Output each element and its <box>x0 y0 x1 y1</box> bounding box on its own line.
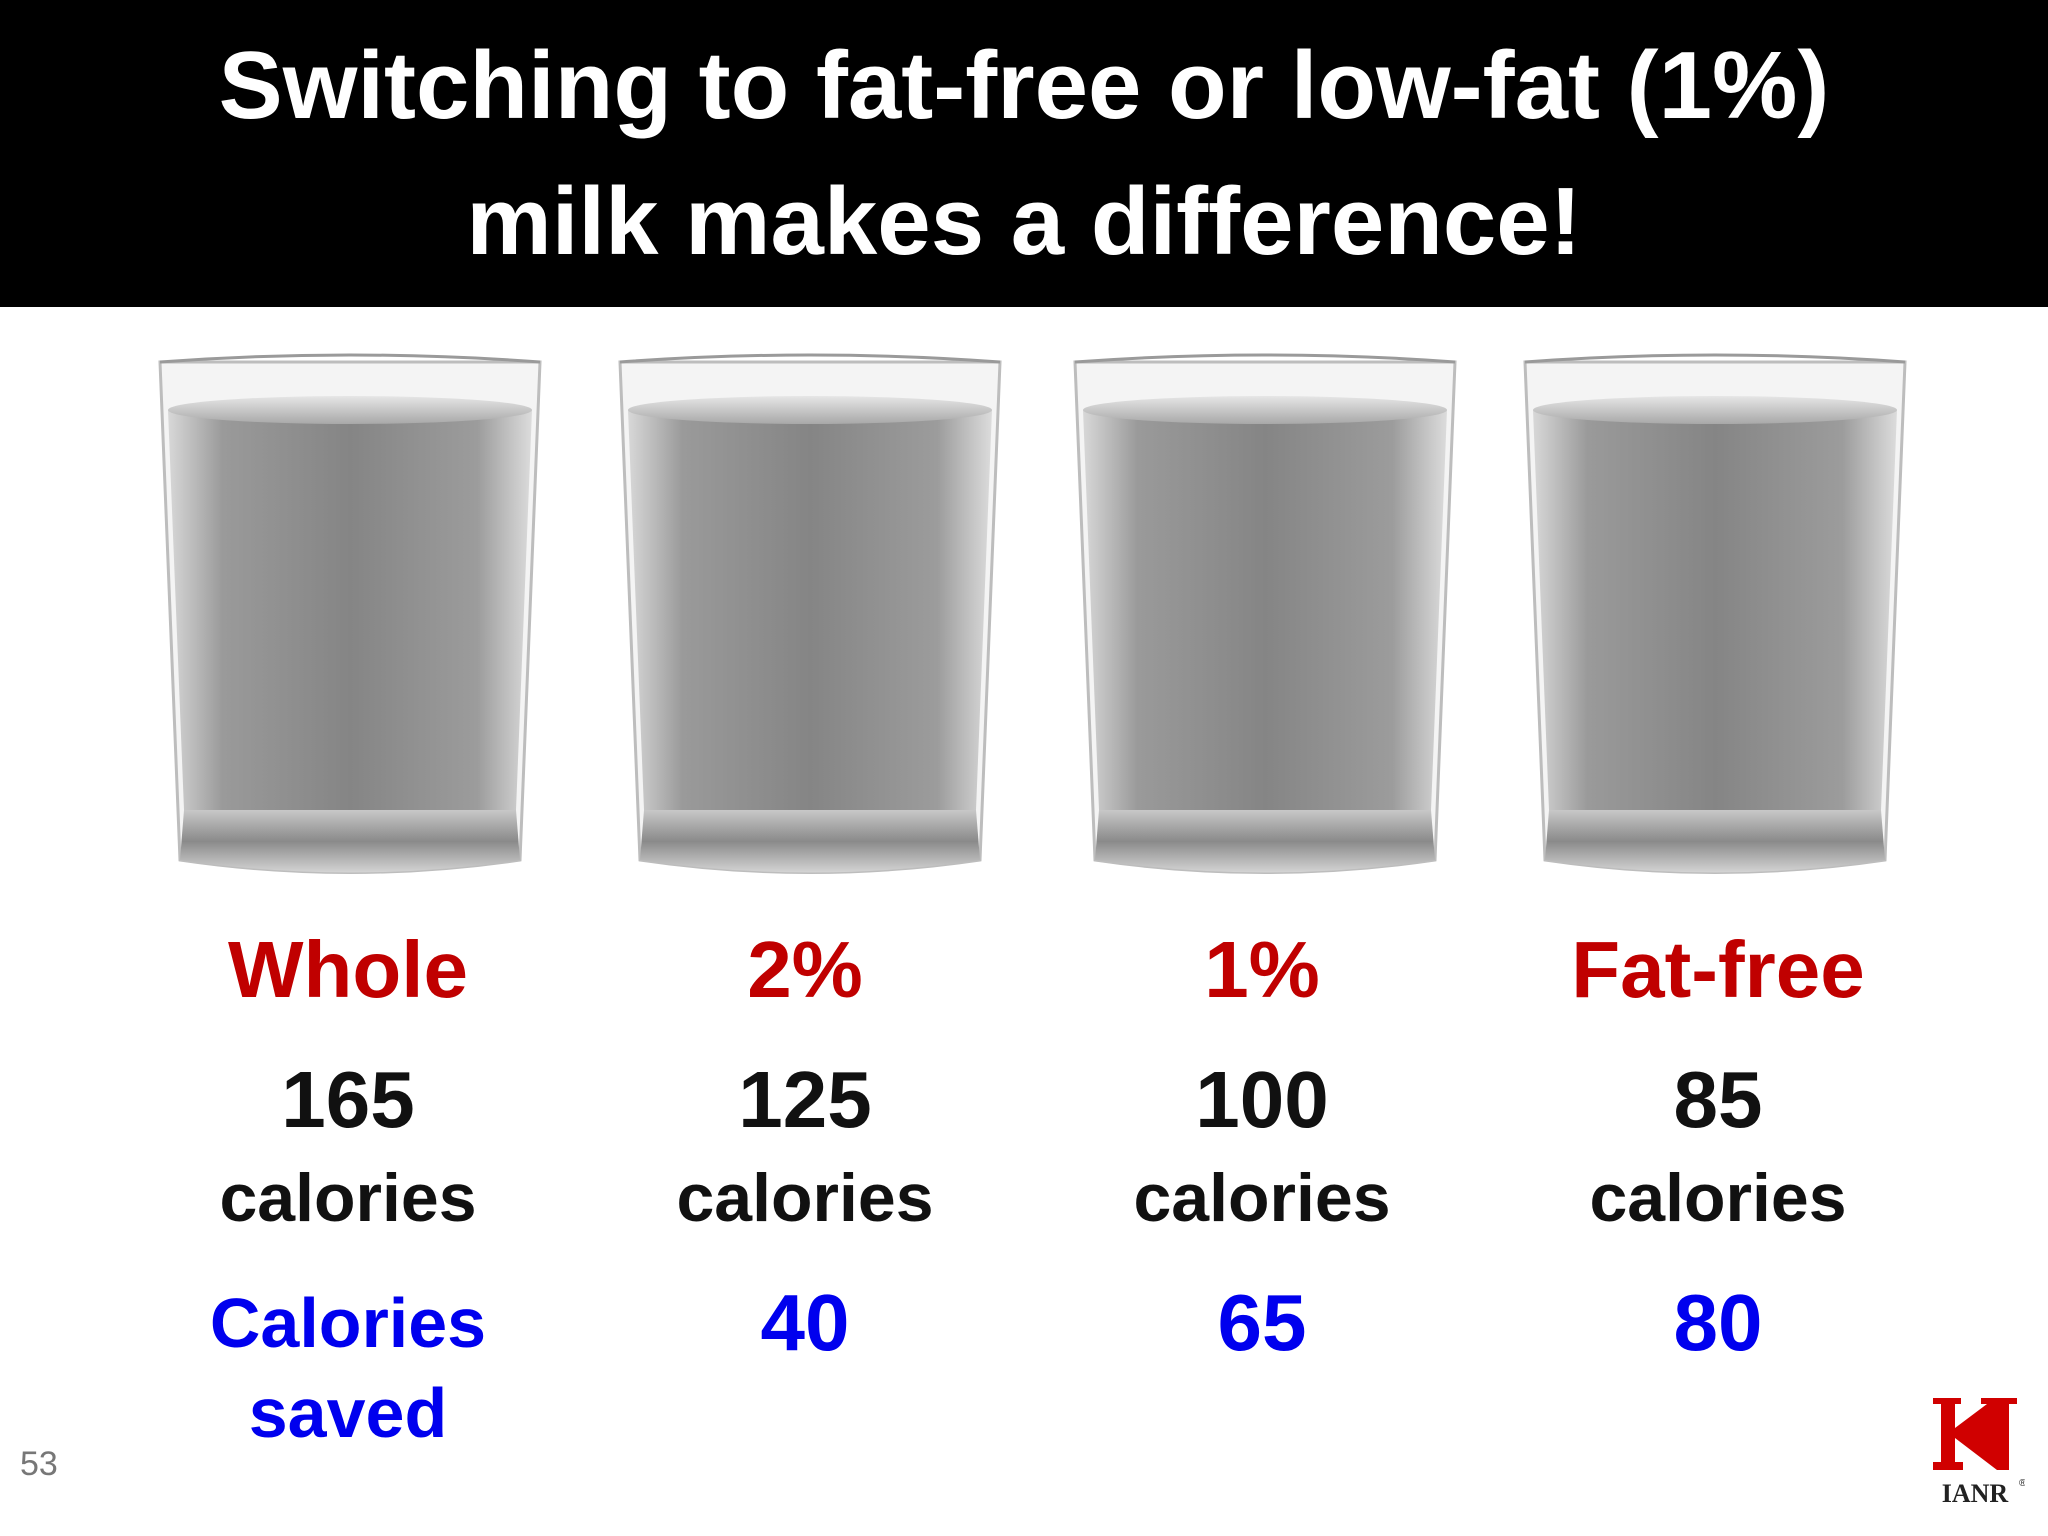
calories-saved-value: 65 <box>1217 1278 1307 1367</box>
fat-free-milk-glass <box>1523 353 1907 874</box>
calorie-count: 85 <box>1673 1055 1763 1144</box>
calorie-unit: calories <box>1589 1160 1847 1236</box>
calorie-count: 100 <box>1195 1055 1329 1144</box>
svg-text:IANR: IANR <box>1942 1479 2009 1508</box>
calories-saved-value: 40 <box>760 1278 850 1367</box>
title-line-2: milk makes a difference! <box>466 167 1582 275</box>
calorie-count: 125 <box>738 1055 872 1144</box>
nebraska-ianr-logo: IANR ® <box>1933 1398 2025 1508</box>
milk-type-label: Fat-free <box>1571 925 1865 1014</box>
milk-type-label: 1% <box>1204 925 1320 1014</box>
calorie-unit: calories <box>1133 1160 1391 1236</box>
whole-milk-glass <box>158 353 542 874</box>
milk-type-label: 2% <box>747 925 863 1014</box>
calories-saved-label-line-1: Calories <box>209 1284 487 1362</box>
svg-text:®: ® <box>2019 1478 2025 1489</box>
milk-type-label: Whole <box>228 925 468 1014</box>
page-number: 53 <box>20 1445 58 1483</box>
1-percent-milk-glass <box>1073 353 1457 874</box>
calories-saved-label: Calories saved <box>118 1278 578 1458</box>
2-percent-milk-glass <box>618 353 1002 874</box>
calorie-unit: calories <box>676 1160 934 1236</box>
calorie-unit: calories <box>219 1160 477 1236</box>
calories-saved-value: 80 <box>1673 1278 1763 1367</box>
calories-saved-label-line-2: saved <box>248 1374 448 1452</box>
title-bar: Switching to fat-free or low-fat (1%) mi… <box>0 0 2048 307</box>
title-line-1: Switching to fat-free or low-fat (1%) <box>218 31 1830 139</box>
milk-glasses <box>0 340 2048 900</box>
calorie-count: 165 <box>281 1055 415 1144</box>
